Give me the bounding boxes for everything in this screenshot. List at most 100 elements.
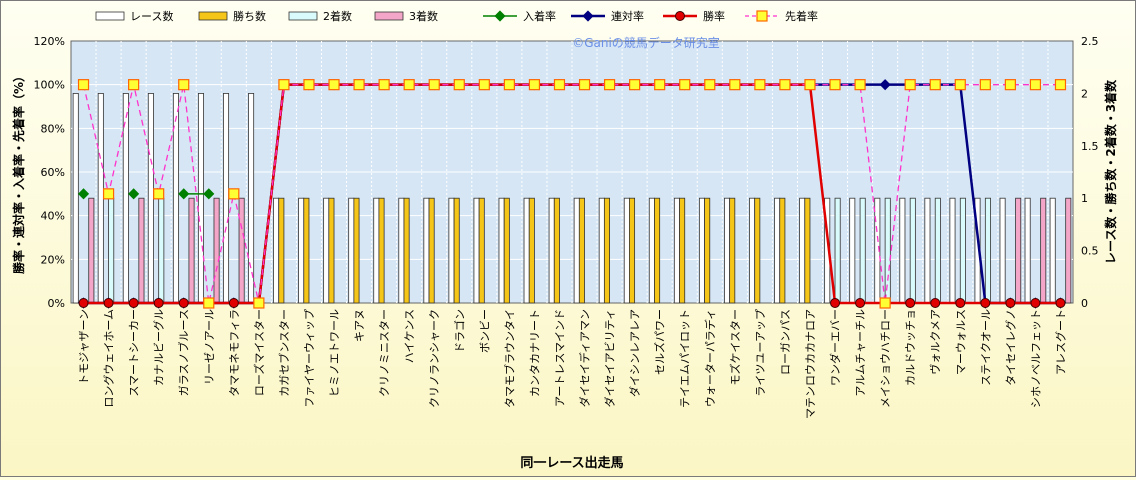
- marker-先着率: [353, 79, 365, 91]
- bar-レース数: [924, 197, 931, 304]
- marker-先着率: [829, 79, 841, 91]
- legend-marker: [756, 10, 768, 22]
- marker-先着率: [654, 79, 666, 91]
- marker-先着率: [879, 297, 891, 309]
- x-tick-label: クリノミニスター: [378, 309, 391, 397]
- marker-勝率: [1055, 298, 1066, 308]
- bar-レース数: [223, 93, 230, 304]
- legend-item-3着数: 3着数: [374, 9, 438, 23]
- marker-勝率: [830, 298, 841, 308]
- bar-勝ち数: [303, 197, 310, 304]
- bar-レース数: [147, 93, 154, 304]
- x-tick-label: シホノベルフェット: [1029, 309, 1042, 408]
- bar-レース数: [373, 197, 380, 304]
- x-tick-label: ドラゴン: [452, 309, 466, 353]
- bar-3着数: [138, 197, 145, 304]
- bar-勝ち数: [403, 197, 410, 304]
- marker-勝率: [128, 298, 139, 308]
- bar-勝ち数: [553, 197, 560, 304]
- marker-先着率: [203, 297, 215, 309]
- bar-レース数: [1024, 197, 1031, 304]
- bar-3着数: [213, 197, 220, 304]
- bar-2着数: [859, 197, 866, 304]
- bar-勝ち数: [779, 197, 786, 304]
- x-tick-label: ライツユーアップ: [754, 309, 767, 397]
- x-tick-label: スマートシーカー: [128, 309, 141, 397]
- legend-label: 連対率: [611, 9, 644, 23]
- legend-item-2着数: 2着数: [288, 9, 352, 23]
- bar-勝ち数: [378, 197, 385, 304]
- x-tick-label: ガラスノブルース: [177, 309, 191, 396]
- marker-勝率: [78, 298, 89, 308]
- x-tick-label: ステイクオール: [979, 309, 992, 386]
- y-axis-right: 0 0.5 1 1.5 2 2.5: [1081, 35, 1099, 310]
- legend: レース数 勝ち数 2着数 3着数 入着率 連対率 勝率 先着率: [95, 9, 818, 23]
- bar-レース数: [498, 197, 505, 304]
- marker-先着率: [704, 79, 716, 91]
- bar-レース数: [623, 197, 630, 304]
- bar-勝ち数: [804, 197, 811, 304]
- x-tick-label: カガセブンスター: [277, 309, 291, 397]
- bar-レース数: [899, 197, 906, 304]
- bar-レース数: [949, 197, 956, 304]
- marker-先着率: [328, 79, 340, 91]
- legend-label: 勝ち数: [233, 9, 266, 23]
- legend-item-連対率: 連対率: [571, 9, 644, 23]
- bar-勝ち数: [428, 197, 435, 304]
- x-tick-label: マテンロウカカナロア: [804, 309, 817, 419]
- legend-label: レース数: [130, 10, 173, 23]
- bar-3着数: [1065, 197, 1072, 304]
- marker-先着率: [278, 79, 290, 91]
- y-right-tick-label: 2: [1081, 87, 1088, 100]
- bar-レース数: [423, 197, 430, 304]
- x-tick-label: ヒミノエトワール: [328, 309, 341, 397]
- x-tick-label: カルドウッチョ: [904, 309, 917, 386]
- x-axis-tick-labels: トモジャザーン ロングウェイホーム スマートシーカー カナルビーグル ガラスノブルースリ…: [78, 309, 1068, 419]
- marker-先着率: [629, 79, 641, 91]
- line-勝率: [83, 83, 1061, 305]
- x-tick-label: セルズパワー: [653, 309, 667, 375]
- marker-先着率: [1029, 79, 1042, 91]
- marker-入着率: [77, 188, 90, 200]
- x-tick-label: クリノランシャーク: [428, 309, 441, 408]
- x-tick-label: トモジャザーン: [78, 309, 91, 385]
- bar-レース数: [548, 197, 555, 304]
- x-tick-label: メイショウハチロー: [879, 309, 892, 408]
- bar-2着数: [884, 197, 891, 304]
- bar-勝ち数: [629, 197, 636, 304]
- bar-レース数: [323, 197, 330, 304]
- y-axis-left-label: 勝率・連対率・入着率・先着率（%）: [11, 70, 26, 274]
- marker-先着率: [804, 79, 816, 91]
- bar-レース数: [774, 197, 781, 304]
- bar-レース数: [849, 197, 856, 304]
- legend-swatch: [374, 11, 404, 21]
- marker-先着率: [603, 79, 616, 91]
- bar-レース数: [749, 197, 756, 304]
- marker-連対率: [879, 79, 891, 91]
- marker-先着率: [503, 79, 515, 91]
- marker-勝率: [905, 298, 916, 308]
- marker-先着率: [578, 79, 591, 91]
- marker-勝率: [980, 298, 991, 308]
- x-tick-label: テイエムパイロット: [679, 309, 692, 408]
- legend-label: 入着率: [523, 9, 556, 23]
- marker-入着率: [178, 188, 190, 200]
- marker-勝率: [103, 298, 114, 308]
- bar-勝ち数: [453, 197, 460, 304]
- bar-レース数: [698, 197, 705, 304]
- marker-先着率: [153, 188, 165, 200]
- marker-先着率: [428, 79, 440, 91]
- x-tick-label: アレスグート: [1053, 309, 1067, 375]
- bar-レース数: [298, 197, 305, 304]
- x-tick-label: ファイヤーウィップ: [303, 309, 316, 408]
- bar-レース数: [273, 197, 280, 304]
- y-right-tick-label: 2.5: [1081, 35, 1099, 48]
- marker-勝率: [153, 298, 164, 308]
- y-left-tick-label: 120%: [34, 35, 65, 48]
- y-right-tick-label: 0.5: [1081, 245, 1099, 258]
- x-tick-label: アルムチャーチル: [854, 309, 867, 397]
- bar-レース数: [573, 197, 580, 304]
- bar-勝ち数: [328, 197, 335, 304]
- bar-勝ち数: [603, 197, 610, 304]
- bar-2着数: [158, 197, 165, 304]
